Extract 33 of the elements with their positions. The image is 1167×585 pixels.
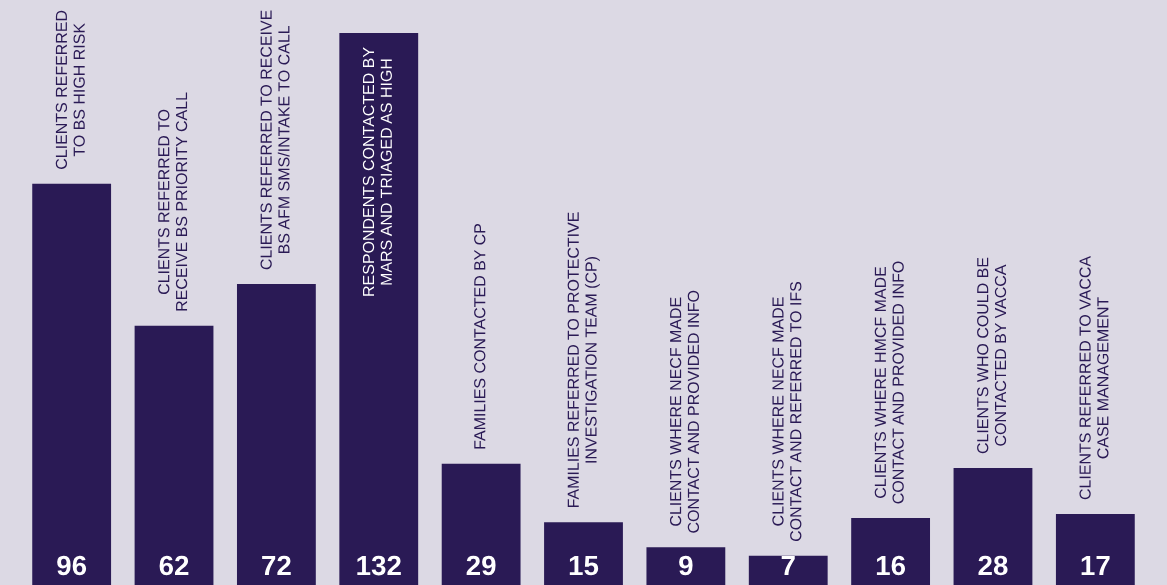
data-label: 7 bbox=[781, 555, 795, 576]
bar bbox=[953, 467, 1033, 585]
bar bbox=[851, 518, 931, 585]
data-label: 17 bbox=[1081, 555, 1110, 576]
x-tick-label: CLIENTS WHERE NECF MADE CONTACT AND REFERRED TO IFS bbox=[772, 281, 802, 542]
data-label: 15 bbox=[569, 555, 599, 576]
data-label: 72 bbox=[262, 555, 291, 576]
x-tick-label: FAMILIES REFERRED TO PROTECTIVE INVESTIGATION TEAM (CP) bbox=[567, 212, 600, 508]
bar bbox=[339, 33, 419, 585]
x-tick-label: CLIENTS REFERRED TO BS HIGH RISK bbox=[55, 10, 85, 169]
bar bbox=[544, 522, 623, 585]
data-label: 9 bbox=[679, 555, 693, 576]
data-label: 132 bbox=[357, 555, 401, 576]
data-label: 96 bbox=[57, 555, 87, 576]
x-tick-label: CLIENTS WHERE NECF MADE CONTACT AND PROVIDED INFO bbox=[669, 290, 700, 533]
bar bbox=[236, 283, 316, 585]
x-tick-label: CLIENTS REFERRED TO RECEIVE BS PRIORITY CALL bbox=[158, 92, 188, 311]
data-label: 28 bbox=[978, 555, 1008, 576]
x-tick-label: CLIENTS REFERRED TO VACCA CASE MANAGEMENT bbox=[1079, 255, 1109, 500]
bar bbox=[441, 463, 521, 585]
data-label: 16 bbox=[876, 555, 906, 576]
x-tick-label: CLIENTS WHO COULD BE CONTACTED BY VACCA bbox=[977, 257, 1007, 454]
bar bbox=[134, 325, 214, 585]
x-tick-label: CLIENTS REFERRED TO RECEIVE BS AFM SMS/INTAKE TO CALL bbox=[260, 10, 290, 270]
x-tick-label: RESPONDENTS CONTACTED BY MARS AND TRIAGED AS HIGH bbox=[362, 47, 392, 296]
x-tick-label: CLIENTS WHERE HMCF MADE CONTACT AND PROVIDED INFO bbox=[874, 261, 904, 504]
data-label: 29 bbox=[466, 555, 496, 576]
bar bbox=[32, 183, 112, 585]
bar bbox=[748, 555, 828, 585]
data-label: 62 bbox=[159, 555, 189, 576]
bar bbox=[1055, 513, 1135, 585]
x-tick-label: FAMILIES CONTACTED BY CP bbox=[474, 224, 486, 449]
bar bbox=[646, 547, 726, 585]
